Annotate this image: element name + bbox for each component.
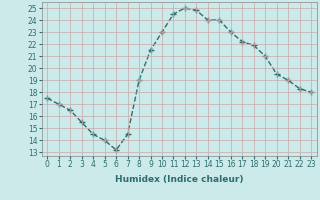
X-axis label: Humidex (Indice chaleur): Humidex (Indice chaleur) <box>115 175 244 184</box>
